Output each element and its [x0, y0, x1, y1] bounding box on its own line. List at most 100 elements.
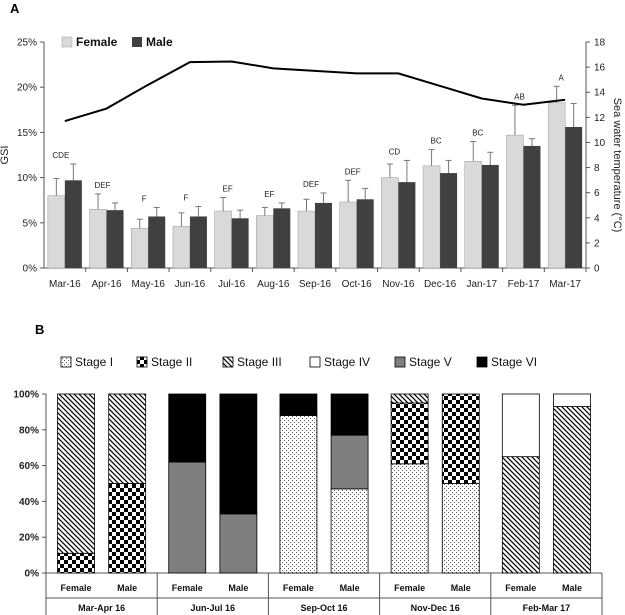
- group-label: Sep-Oct 16: [300, 603, 347, 613]
- legend-stage-label: Stage V: [409, 355, 452, 369]
- sex-label: Female: [283, 583, 314, 593]
- male-bar: [315, 202, 332, 268]
- female-bar: [256, 215, 274, 269]
- significance-label: EF: [222, 184, 232, 193]
- male-bar: [565, 126, 583, 268]
- y2-tick-label: 0: [594, 264, 600, 275]
- x-tick-label: Oct-16: [342, 279, 372, 290]
- significance-label: CDE: [52, 151, 69, 160]
- stage-segment-2: [108, 483, 147, 574]
- male-bar: [231, 218, 249, 268]
- group-label: Feb-Mar 17: [523, 603, 571, 613]
- male-bar: [356, 199, 374, 268]
- female-bar: [547, 102, 566, 269]
- female-bar: [381, 177, 399, 269]
- sex-label: Male: [117, 583, 137, 593]
- stage-segment-3: [553, 406, 591, 574]
- legend-stage-swatch: [394, 356, 406, 368]
- female-bar: [464, 161, 483, 269]
- panel-a-label: A: [10, 1, 20, 16]
- y-tick-label: 20%: [17, 83, 37, 94]
- y-tick-label: 100%: [13, 390, 39, 401]
- group-label: Nov-Dec 16: [411, 603, 460, 613]
- significance-label: DEF: [345, 167, 361, 176]
- sex-label: Female: [394, 583, 425, 593]
- significance-label: F: [142, 194, 147, 203]
- panel-b-label: B: [35, 322, 44, 337]
- female-bar: [130, 227, 149, 269]
- stage-segment-5: [330, 434, 369, 490]
- stage-segment-1: [390, 463, 429, 574]
- stage-segment-5: [219, 513, 258, 574]
- sex-label: Male: [451, 583, 471, 593]
- temperature-line: [64, 60, 566, 123]
- stage-segment-1: [279, 415, 318, 574]
- stage-segment-4: [553, 393, 591, 407]
- maturity-stage-chart: Stage I Stage II Stage III Stage IV Stage V S…: [13, 355, 603, 615]
- y2-tick-label: 4: [594, 213, 600, 224]
- significance-label: AB: [514, 92, 525, 101]
- y2-tick-label: 16: [594, 63, 606, 74]
- significance-label: F: [183, 194, 188, 203]
- stage-segment-3: [108, 393, 147, 484]
- sex-label: Male: [340, 583, 360, 593]
- legend-stage-label: Stage III: [237, 355, 282, 369]
- x-tick-label: Jan-17: [466, 279, 497, 290]
- x-tick-label: May-16: [132, 279, 166, 290]
- y2-tick-label: 12: [594, 113, 606, 124]
- y2-tick-label: 10: [594, 138, 606, 149]
- stage-segment-2: [390, 402, 429, 465]
- sex-label: Female: [505, 583, 536, 593]
- sex-label: Male: [562, 583, 582, 593]
- stage-segment-1: [441, 483, 480, 574]
- significance-label: BC: [431, 137, 442, 146]
- stage-segment-6: [219, 393, 258, 515]
- significance-label: EF: [264, 190, 274, 199]
- y-tick-label: 0%: [23, 264, 38, 275]
- y-tick-label: 25%: [17, 38, 37, 49]
- y-tick-label: 5%: [23, 218, 38, 229]
- y-tick-label: 10%: [17, 173, 37, 184]
- stage-segment-4: [501, 393, 540, 458]
- significance-label: DEF: [303, 180, 319, 189]
- y-tick-label: 60%: [19, 461, 39, 472]
- female-bar: [89, 208, 107, 269]
- legend-male-label: Male: [146, 35, 173, 49]
- legend-stage-swatch: [476, 356, 488, 368]
- female-bar: [214, 210, 232, 269]
- legend-female-label: Female: [76, 35, 118, 49]
- y2-axis-title: Sea water temperature (°C): [611, 98, 623, 233]
- legend-stage-swatch: [222, 356, 234, 368]
- male-bar: [106, 210, 124, 268]
- y-tick-label: 80%: [19, 425, 39, 436]
- female-bar: [297, 210, 316, 269]
- legend-stage-swatch: [309, 356, 321, 368]
- stage-segment-3: [501, 456, 540, 574]
- stage-segment-5: [168, 461, 207, 574]
- y2-tick-label: 8: [594, 163, 600, 174]
- stage-segment-2: [57, 552, 95, 574]
- y2-tick-label: 14: [594, 88, 606, 99]
- y-tick-label: 20%: [19, 533, 39, 544]
- significance-label: BC: [472, 128, 483, 137]
- sex-label: Female: [172, 583, 203, 593]
- male-bar: [523, 145, 541, 268]
- male-bar: [64, 180, 82, 268]
- female-bar: [422, 165, 441, 269]
- x-tick-label: Mar-17: [549, 279, 581, 290]
- legend-female-swatch: [61, 36, 73, 48]
- y-tick-label: 15%: [17, 128, 37, 139]
- significance-label: A: [558, 73, 564, 82]
- stage-segment-2: [441, 393, 480, 484]
- sex-label: Female: [61, 583, 92, 593]
- female-bar: [172, 226, 191, 269]
- y2-tick-label: 18: [594, 38, 606, 49]
- x-tick-label: Feb-17: [508, 279, 540, 290]
- x-tick-label: Nov-16: [382, 279, 415, 290]
- y-axis-title: GSI: [0, 146, 11, 165]
- male-bar: [189, 216, 207, 268]
- male-bar: [148, 216, 166, 268]
- legend-stage-label: Stage II: [151, 355, 192, 369]
- group-label: Jun-Jul 16: [191, 603, 236, 613]
